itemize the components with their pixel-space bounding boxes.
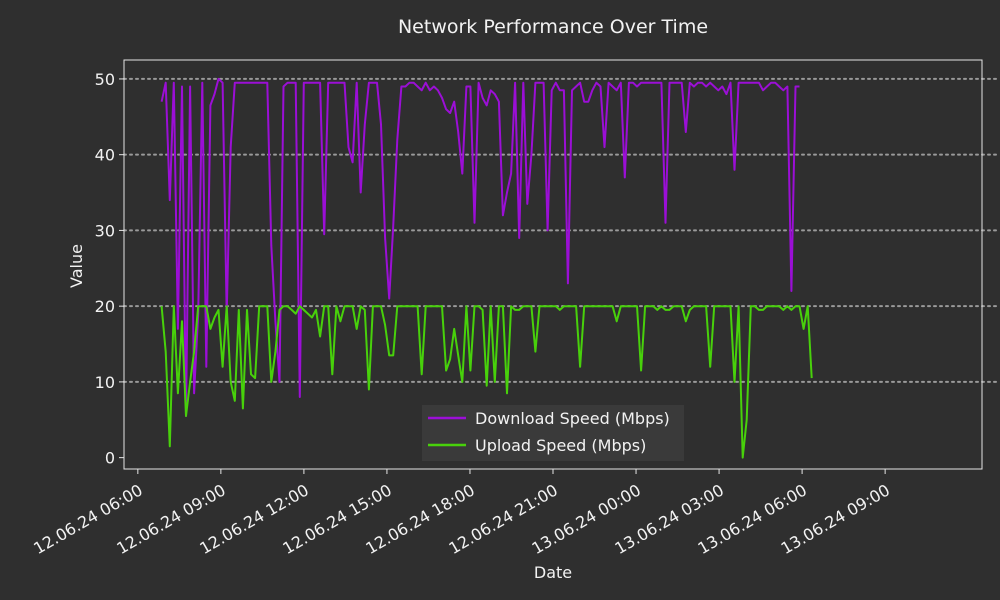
legend-label: Download Speed (Mbps) xyxy=(475,409,670,428)
legend-box xyxy=(422,405,684,461)
y-axis-label: Value xyxy=(67,244,86,288)
y-tick-label: 40 xyxy=(95,146,115,165)
y-tick-label: 20 xyxy=(95,297,115,316)
legend: Download Speed (Mbps) Upload Speed (Mbps) xyxy=(422,405,684,461)
y-tick-label: 50 xyxy=(95,70,115,89)
series-line-upload xyxy=(160,305,813,459)
y-tick-label: 10 xyxy=(95,373,115,392)
y-tick-label: 0 xyxy=(105,449,115,468)
x-axis-label: Date xyxy=(534,563,572,582)
legend-label: Upload Speed (Mbps) xyxy=(475,436,646,455)
chart-title: Network Performance Over Time xyxy=(398,16,708,38)
y-tick-label: 30 xyxy=(95,221,115,240)
series-line-download xyxy=(160,77,800,417)
